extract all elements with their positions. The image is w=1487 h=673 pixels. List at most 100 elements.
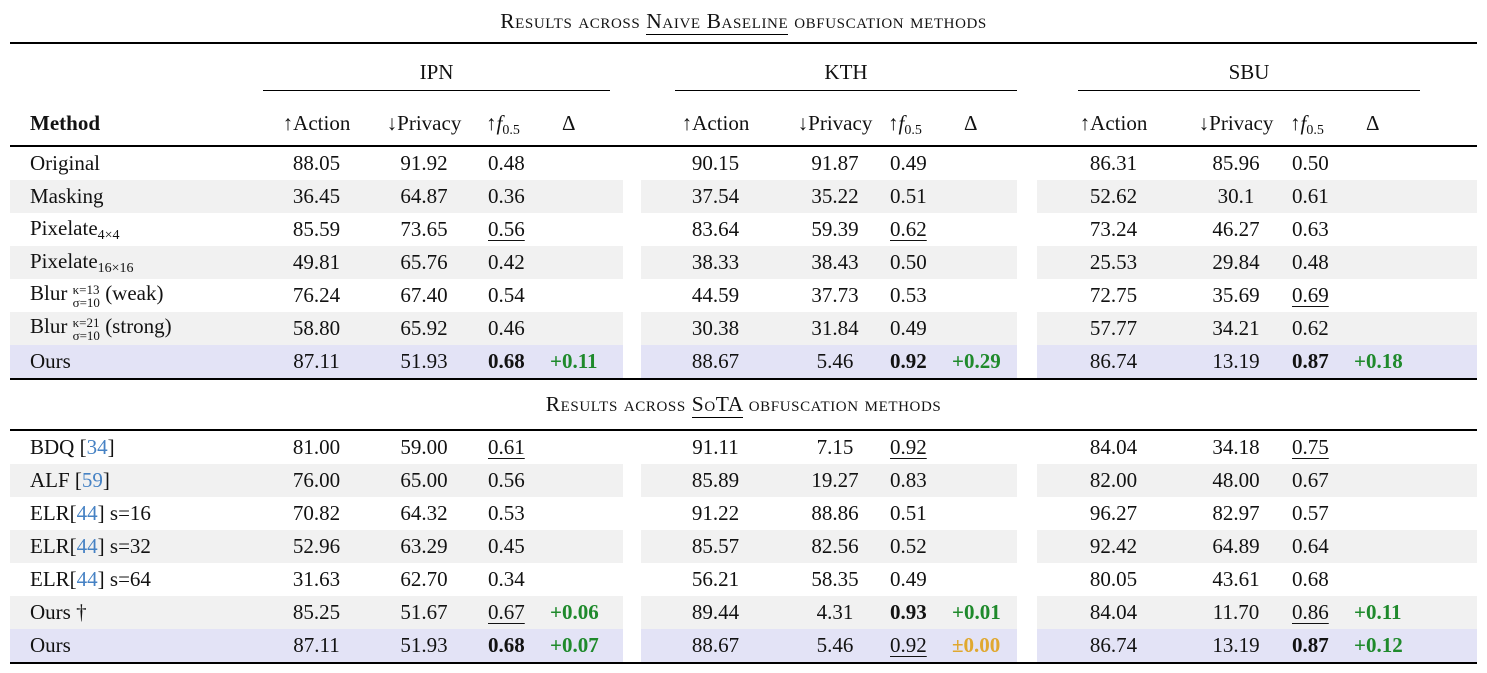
header-label: f <box>898 111 905 135</box>
privacy-value: 7.15 <box>816 435 854 459</box>
action-value: 80.05 <box>1089 567 1138 591</box>
f-score-text: 0.34 <box>488 567 525 591</box>
f-score-text: 0.68 <box>1292 567 1329 591</box>
column-gap <box>1017 497 1037 530</box>
action-value: 58.80 <box>263 312 370 345</box>
column-gap <box>1017 430 1037 464</box>
f-score-text: 0.63 <box>1292 217 1329 241</box>
f-score-value: 0.48 <box>478 146 548 180</box>
action-value: 52.62 <box>1037 180 1190 213</box>
title-text: obfuscation methods <box>742 392 942 416</box>
f-score-text: 0.36 <box>488 184 525 208</box>
column-gap <box>623 464 641 497</box>
privacy-value: 35.69 <box>1212 283 1260 307</box>
privacy-value: 29.84 <box>1190 246 1282 279</box>
group-label: IPN <box>263 60 610 91</box>
action-value: 91.11 <box>692 435 739 459</box>
column-gap <box>1017 345 1037 379</box>
privacy-value: 37.73 <box>811 283 859 307</box>
down-arrow-icon: ↓ <box>386 111 398 135</box>
privacy-value: 67.40 <box>400 283 448 307</box>
privacy-column-header: ↓Privacy <box>790 91 880 147</box>
citation-link[interactable]: 44 <box>76 567 98 591</box>
header-label: Action <box>692 111 750 135</box>
f-score-text: 0.42 <box>488 250 525 274</box>
citation-link[interactable]: 34 <box>86 435 108 459</box>
method-cell: Masking <box>10 180 263 213</box>
table-row: Pixelate16×16 49.81 65.76 0.42 38.33 38.43 0.5… <box>10 246 1478 279</box>
stack-top: κ=21 <box>72 314 100 330</box>
action-value: 86.74 <box>1037 345 1190 379</box>
privacy-value: 46.27 <box>1212 217 1260 241</box>
column-gap <box>623 430 641 464</box>
citation-link[interactable]: 44 <box>76 501 98 525</box>
f-score-value: 0.42 <box>478 246 548 279</box>
citation-link[interactable]: 59 <box>81 468 103 492</box>
action-column-header: ↑Action <box>263 91 370 147</box>
action-value: 73.24 <box>1089 217 1138 241</box>
section-title-text: Results across SoTA obfuscation methods <box>10 378 1478 431</box>
delta-value <box>548 497 623 530</box>
action-value: 89.44 <box>641 596 790 629</box>
privacy-value: 34.18 <box>1212 435 1260 459</box>
privacy-value: 13.19 <box>1190 629 1282 663</box>
table-row: ELR[44] s=16 70.82 64.32 0.53 91.22 88.86 0.51… <box>10 497 1477 530</box>
f-score-value: 0.50 <box>880 246 950 279</box>
table-row: ALF [59] 76.00 65.00 0.56 85.89 19.27 0.83 82.0… <box>10 464 1478 497</box>
f-score-value: 0.53 <box>478 497 548 530</box>
f-score-text: 0.62 <box>890 217 927 241</box>
table-row: Blur κ=21 σ=10 (strong) 58.80 65.92 0.46 30.3… <box>10 312 1478 345</box>
method-subscript: 16×16 <box>97 260 134 276</box>
method-cell: Pixelate4×4 <box>30 215 120 243</box>
f-score-text: 0.49 <box>890 151 927 175</box>
table-row: Blur κ=13 σ=10 (weak) 76.24 67.40 0.54 44.59 3… <box>10 279 1477 312</box>
method-cell: ELR[44] s=16 <box>30 501 151 525</box>
column-gap <box>1017 563 1037 596</box>
method-cell: Ours † <box>10 596 263 629</box>
delta-text: +0.01 <box>952 600 1001 624</box>
f-score-text: 0.64 <box>1292 534 1329 558</box>
privacy-value: 31.84 <box>790 312 880 345</box>
column-gap <box>1017 530 1037 563</box>
f-score-value: 0.51 <box>880 180 950 213</box>
delta-value <box>950 180 1017 213</box>
privacy-value: 59.00 <box>400 435 448 459</box>
section-title-text: Results across Naive Baseline obfuscatio… <box>10 0 1478 44</box>
f-score-value: 0.67 <box>1282 464 1352 497</box>
method-cell: ALF [59] <box>10 464 263 497</box>
privacy-value: 91.87 <box>811 151 859 175</box>
header-label: Privacy <box>397 111 462 135</box>
action-value: 90.15 <box>691 151 740 175</box>
action-value: 88.67 <box>641 629 790 663</box>
citation-link[interactable]: 44 <box>76 534 98 558</box>
dataset-group-header-row: IPN KTH SBU <box>10 43 1477 91</box>
f-score-value: 0.93 <box>880 596 950 629</box>
column-gap <box>1017 312 1037 345</box>
action-value: 44.59 <box>691 283 740 307</box>
header-subscript: 0.5 <box>904 123 922 138</box>
up-arrow-icon: ↑ <box>282 111 294 135</box>
column-gap <box>623 596 641 629</box>
f-score-text: 0.49 <box>890 316 927 340</box>
method-subscript: 4×4 <box>97 227 120 243</box>
group-header-sbu: SBU <box>1037 43 1477 91</box>
column-gap <box>623 312 641 345</box>
title-text: Results across <box>500 8 647 33</box>
method-column-header: Method <box>10 91 263 147</box>
action-column-header: ↑Action <box>1037 91 1190 147</box>
section-title: Results across SoTA obfuscation methods <box>10 378 1478 431</box>
table-row: ELR[44] s=32 52.96 63.29 0.45 85.57 82.56 0.52… <box>10 530 1478 563</box>
f-score-value: 0.36 <box>478 180 548 213</box>
action-value: 57.77 <box>1037 312 1190 345</box>
action-value: 82.00 <box>1037 464 1190 497</box>
stack-bottom: σ=10 <box>72 328 100 344</box>
header-label: Privacy <box>1209 111 1274 135</box>
f-score-text: 0.67 <box>488 600 525 624</box>
f-score-value: 0.68 <box>478 345 548 379</box>
title-underlined-text: Naive Baseline <box>646 8 789 35</box>
f-score-text: 0.92 <box>890 349 927 373</box>
action-value: 86.31 <box>1089 151 1138 175</box>
action-value: 30.38 <box>641 312 790 345</box>
method-cell: Ours <box>10 345 263 379</box>
action-value: 96.27 <box>1089 501 1138 525</box>
